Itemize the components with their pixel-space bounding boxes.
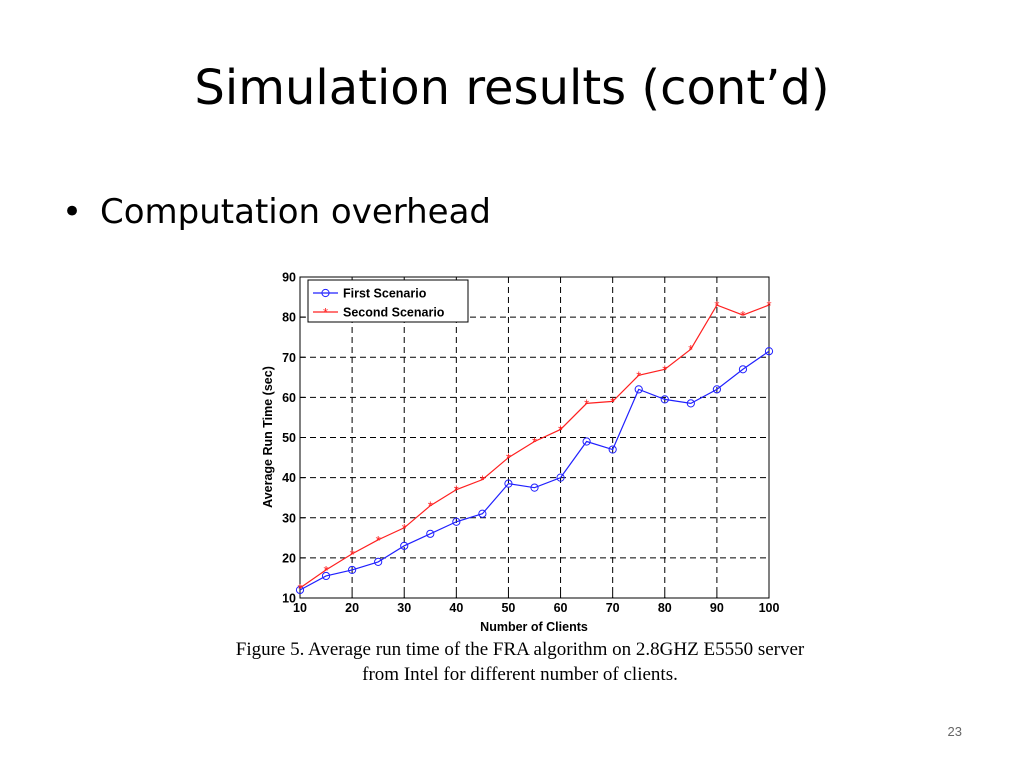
data-point-first-scenario [504, 479, 513, 488]
slide-title: Simulation results (cont’d) [194, 60, 830, 116]
y-tick-label: 70 [282, 351, 296, 365]
data-point-second-scenario: * [740, 308, 745, 323]
data-point-first-scenario [374, 557, 383, 566]
data-point-first-scenario [452, 517, 461, 526]
legend-marker-second-scenario: * [323, 305, 328, 320]
data-point-second-scenario: * [714, 298, 719, 313]
page-number: 23 [947, 724, 962, 739]
x-tick-label: 50 [501, 601, 515, 615]
series-line-2 [299, 304, 770, 589]
caption-line-1: Figure 5. Average run time of the FRA al… [235, 639, 805, 660]
series-line-1 [299, 350, 770, 591]
data-point-first-scenario [530, 483, 539, 492]
chart-legend: First Scenario * Second Scenario [307, 279, 469, 323]
legend-label-second-scenario: Second Scenario [343, 306, 445, 320]
y-tick-label: 90 [282, 271, 296, 285]
data-point-second-scenario: * [402, 521, 407, 536]
data-point-first-scenario [582, 437, 591, 446]
legend-box [307, 279, 469, 323]
data-point-second-scenario: * [610, 394, 615, 409]
data-point-second-scenario: * [324, 563, 329, 578]
line-chart: 10 20 30 40 50 60 70 80 90 100102030405060708090 … [261, 271, 779, 635]
data-point-first-scenario [764, 347, 774, 356]
data-point-first-scenario [348, 565, 357, 575]
data-point-first-scenario [321, 571, 331, 581]
data-point-first-scenario [295, 585, 305, 595]
x-axis-title: Number of Clients [480, 620, 588, 634]
x-tick-label: 100 [759, 601, 780, 615]
y-tick-label: 40 [282, 471, 296, 485]
legend-marker-first-scenario [321, 288, 330, 298]
caption-line-2: from Intel for different number of clien… [362, 664, 678, 685]
y-tick-label: 50 [282, 431, 296, 445]
data-point-first-scenario [400, 541, 409, 550]
y-tick-label: 30 [282, 511, 296, 525]
data-point-second-scenario: * [662, 362, 667, 377]
data-point-second-scenario: * [532, 435, 537, 450]
data-point-first-scenario [426, 529, 435, 538]
data-point-second-scenario: * [688, 342, 693, 357]
data-point-second-scenario: * [428, 499, 433, 514]
x-tick-label: 60 [554, 601, 568, 615]
data-point-first-scenario [608, 445, 617, 454]
grid-lines [300, 277, 769, 598]
data-series: * * * * * * * * * * * * * * * * * * * [295, 298, 774, 596]
y-tick-label: 10 [282, 592, 296, 606]
data-point-second-scenario: * [350, 547, 355, 562]
data-point-second-scenario: * [297, 581, 302, 596]
x-tick-label: 40 [449, 601, 463, 615]
data-point-first-scenario [478, 509, 487, 518]
x-tick-label: 30 [397, 601, 411, 615]
data-point-second-scenario: * [766, 298, 771, 313]
legend-label-first-scenario: First Scenario [343, 287, 427, 301]
x-tick-label: 80 [658, 601, 672, 615]
y-axis-title: Average Run Time (sec) [261, 366, 275, 508]
y-tick-label: 60 [282, 391, 296, 405]
data-point-first-scenario [556, 473, 565, 482]
x-tick-label: 10 [293, 601, 307, 615]
bullet-item: • Computation overhead [62, 192, 491, 232]
data-point-second-scenario: * [584, 396, 589, 411]
y-tick-label: 20 [282, 551, 296, 565]
x-tick-label: 90 [710, 601, 724, 615]
data-point-first-scenario [738, 365, 748, 374]
data-point-second-scenario: * [376, 533, 381, 548]
axis-ticks: 10 20 30 40 50 60 70 80 90 100 10 20 30 40 50 60 70 80 90 [282, 271, 779, 616]
data-point-first-scenario [712, 385, 721, 394]
y-tick-label: 80 [282, 311, 296, 325]
data-point-first-scenario [634, 385, 643, 394]
data-point-second-scenario: * [506, 451, 511, 466]
bullet-dot-icon: • [62, 192, 83, 232]
data-point-second-scenario: * [636, 368, 641, 383]
x-tick-label: 20 [345, 601, 359, 615]
bullet-text: Computation overhead [100, 192, 491, 232]
figure-caption: Figure 5. Average run time of the FRA al… [150, 637, 890, 687]
x-tick-label: 70 [606, 601, 620, 615]
data-point-second-scenario: * [480, 473, 485, 488]
data-point-second-scenario: * [558, 422, 563, 437]
data-point-first-scenario [660, 395, 669, 404]
data-point-first-scenario [686, 399, 695, 408]
data-point-second-scenario: * [454, 483, 459, 498]
